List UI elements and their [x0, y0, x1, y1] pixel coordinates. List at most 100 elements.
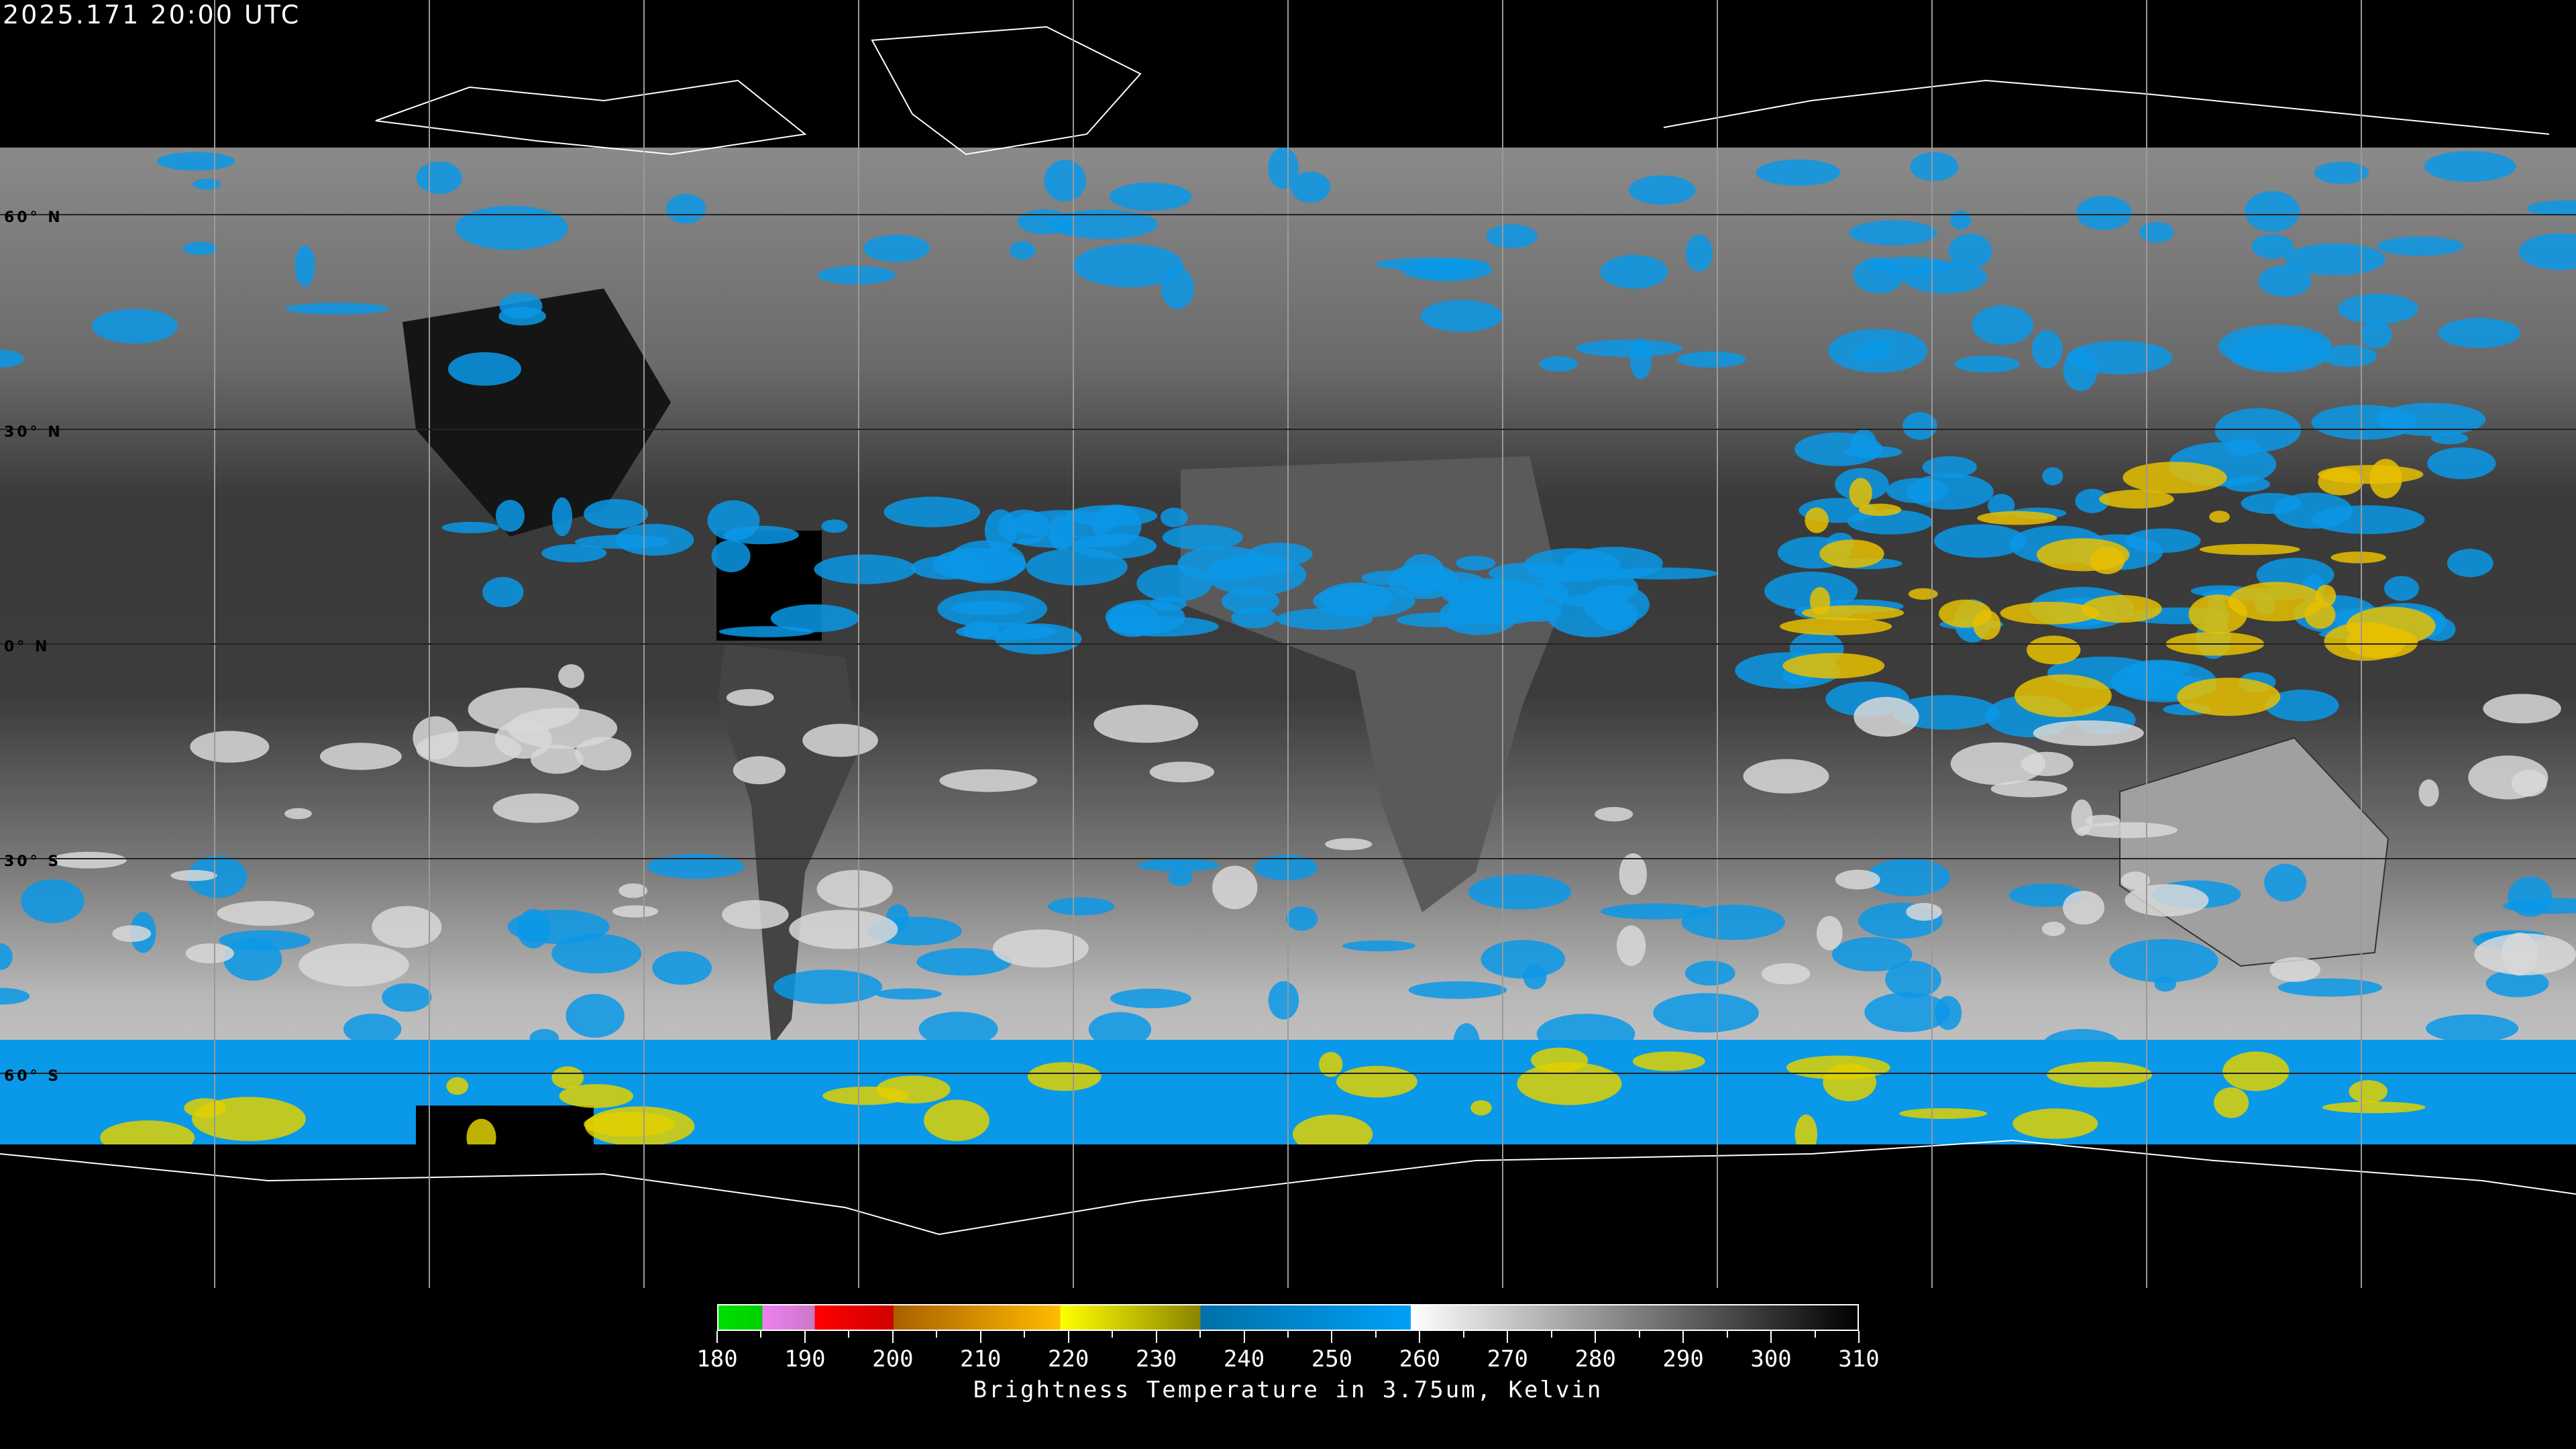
cloud-patch — [2031, 330, 2063, 369]
cloud-patch — [541, 543, 607, 563]
cloud-patch — [1110, 988, 1191, 1008]
cloud-patch — [156, 152, 235, 171]
cloud-patch — [773, 969, 883, 1004]
cloud-patch — [949, 601, 1026, 616]
colorbar-tick — [1770, 1331, 1772, 1343]
cloud-patch — [1828, 329, 1928, 373]
cloud-patch — [2324, 622, 2406, 661]
cloud-patch — [1885, 961, 1941, 998]
cloud-patch — [2109, 938, 2218, 983]
cloud-patch — [193, 178, 221, 190]
cloud-patch — [1408, 981, 1507, 999]
cloud-patch — [2222, 1051, 2290, 1091]
cloud-patch — [530, 745, 584, 774]
cloud-patch — [1847, 509, 1933, 535]
cloud-patch — [612, 905, 659, 918]
cloud-patch — [551, 933, 642, 974]
cloud-patch — [2360, 320, 2392, 349]
colorbar-tick-label: 310 — [1838, 1346, 1880, 1373]
missing-data-block — [416, 1106, 594, 1147]
cloud-patch — [2322, 345, 2377, 368]
cloud-patch — [182, 241, 218, 256]
cloud-patch — [1908, 588, 1938, 600]
cloud-patch — [2241, 492, 2302, 515]
colorbar-tick-label: 240 — [1223, 1346, 1265, 1373]
cloud-patch — [1972, 305, 2034, 345]
lat-label-0n: 0° N — [4, 639, 50, 655]
cloud-patch — [1149, 761, 1215, 783]
cloud-patch — [1867, 858, 1951, 896]
cloud-patch — [1212, 865, 1258, 910]
colorbar-tick — [1287, 1331, 1289, 1338]
cloud-patch — [1977, 511, 2057, 525]
cloud-patch — [1677, 351, 1746, 368]
colorbar-tick — [1507, 1331, 1509, 1343]
cloud-patch — [1835, 869, 1880, 890]
cloud-patch — [1864, 992, 1951, 1032]
cloud-patch — [711, 539, 751, 572]
cloud-patch — [1319, 1051, 1343, 1077]
cloud-patch — [2081, 595, 2162, 623]
colorbar-tick-label: 190 — [784, 1346, 826, 1373]
cloud-patch — [2468, 755, 2548, 800]
cloud-patch — [1137, 858, 1220, 872]
cloud-patch — [2322, 1102, 2426, 1114]
cloud-patch — [1290, 172, 1331, 203]
colorbar-tick-label: 260 — [1399, 1346, 1441, 1373]
cloud-patch — [816, 869, 893, 908]
cloud-patch — [2251, 234, 2294, 259]
timestamp: 2025.171 20:00 UTC — [3, 0, 301, 30]
cloud-patch — [91, 309, 178, 344]
colorbar-tick — [848, 1331, 850, 1338]
cloud-patch — [2369, 459, 2402, 498]
colorbar-tick — [1682, 1331, 1684, 1343]
cloud-patch — [2047, 1061, 2153, 1088]
cloud-patch — [1819, 539, 1884, 568]
cloud-patch — [1160, 507, 1188, 527]
cloud-patch — [1536, 1014, 1635, 1055]
cloud-patch — [507, 708, 618, 749]
cloud-patch — [1342, 940, 1416, 952]
cloud-patch — [499, 292, 543, 319]
cloud-patch — [1254, 855, 1318, 881]
cloud-patch — [1065, 504, 1158, 527]
cloud-patch — [1093, 704, 1199, 743]
cloud-patch — [447, 352, 522, 386]
cloud-patch — [2418, 779, 2439, 807]
cloud-patch — [1616, 925, 1646, 966]
cloud-patch — [818, 266, 896, 284]
cloud-patch — [1525, 580, 1569, 608]
cloud-patch — [112, 925, 152, 943]
cloud-patch — [2099, 490, 2174, 509]
colorbar-tick — [1331, 1331, 1333, 1343]
cloud-patch — [1325, 838, 1373, 851]
cloud-patch — [1285, 906, 1318, 931]
colorbar-tick-label: 250 — [1311, 1346, 1353, 1373]
cloud-patch — [733, 756, 786, 785]
cloud-patch — [382, 983, 432, 1012]
cloud-patch — [1049, 209, 1158, 239]
cloud-patch — [2424, 151, 2516, 182]
cloud-patch — [1523, 548, 1621, 582]
graticule — [0, 0, 2576, 1288]
cloud-patch — [2245, 191, 2300, 232]
colorbar-tick — [1595, 1331, 1597, 1343]
cloud-patch — [1684, 961, 1735, 986]
cloud-patch — [821, 519, 848, 533]
lat-label-60s: 60° S — [4, 1068, 62, 1085]
cloud-patch — [1898, 1108, 1988, 1120]
cloud-patch — [2518, 233, 2576, 270]
cloud-patch — [2483, 694, 2561, 724]
colorbar-tick — [1858, 1331, 1860, 1343]
cloud-patch — [2485, 969, 2549, 998]
cloud-patch — [2188, 594, 2248, 634]
cloud-patch — [492, 793, 579, 823]
antarctica-coastline — [0, 1139, 2576, 1236]
cloud-patch — [992, 929, 1089, 968]
cloud-patch — [2177, 678, 2281, 716]
cloud-patch — [875, 988, 942, 1000]
cloud-patch — [1816, 916, 1843, 951]
cloud-patch — [726, 689, 774, 706]
cloud-patch — [911, 555, 983, 580]
colorbar-tick — [979, 1331, 981, 1343]
